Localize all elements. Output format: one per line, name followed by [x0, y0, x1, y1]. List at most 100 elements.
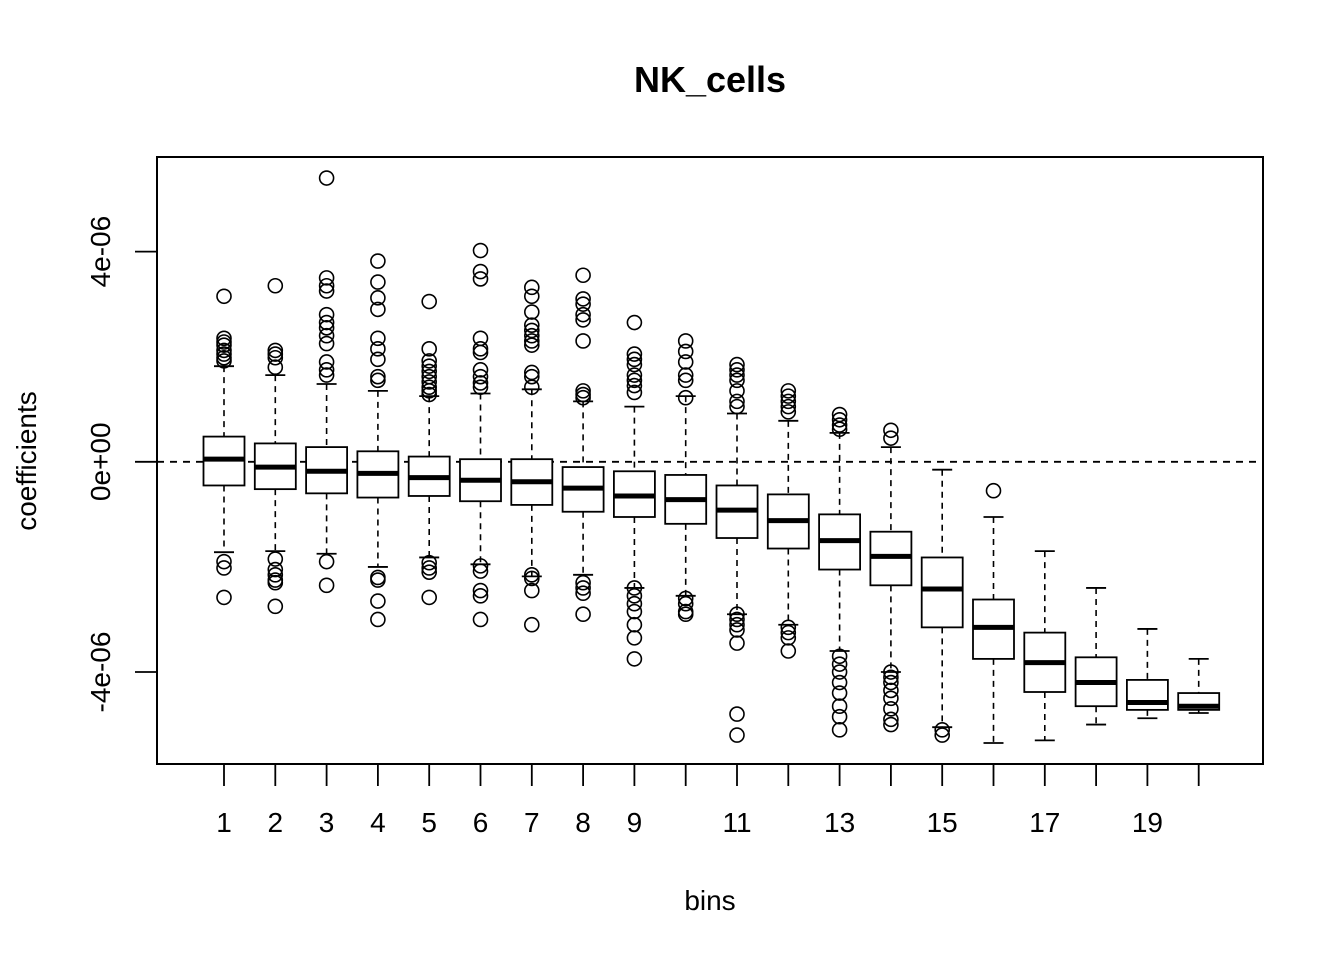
box-group [664, 333, 708, 623]
outlier-point [626, 603, 643, 620]
box-group [561, 267, 605, 623]
outlier-point [318, 354, 335, 370]
outlier-point [523, 288, 540, 305]
boxes-layer [202, 170, 1221, 744]
outlier-point [626, 372, 643, 389]
outlier-point [883, 716, 899, 733]
outlier-point [575, 389, 591, 406]
outlier-point [421, 293, 438, 310]
outlier-point [216, 589, 232, 606]
outlier-point [729, 393, 745, 410]
x-axis: 1 2 3 4 5 6 7 8 9 11 13 15 17 19 [216, 764, 1200, 838]
outlier-point [472, 563, 489, 579]
outlier-point [318, 277, 335, 294]
outlier-point [729, 362, 745, 378]
outlier-point [831, 722, 848, 738]
outlier-point [421, 386, 438, 403]
x-tick-label: 8 [575, 807, 591, 838]
box-group [1177, 657, 1221, 714]
outlier-point [472, 242, 489, 259]
outlier-point [729, 367, 745, 383]
outlier-point [421, 554, 438, 571]
outlier-point [575, 574, 591, 591]
outlier-point [729, 611, 745, 628]
outlier-point [831, 685, 848, 701]
outlier-point [267, 346, 284, 362]
box-group [202, 288, 246, 606]
outlier-point [318, 283, 335, 299]
box-group [715, 356, 759, 743]
outlier-point [626, 356, 643, 373]
outlier-point [267, 567, 284, 583]
outlier-point [216, 553, 232, 570]
outlier-point [523, 570, 540, 587]
outlier-point [883, 674, 899, 691]
outlier-point [421, 564, 438, 580]
outlier-point [472, 588, 489, 604]
x-tick-label: 1 [216, 807, 232, 838]
outlier-point [267, 574, 284, 591]
outlier-point [370, 611, 386, 628]
outlier-point [472, 362, 489, 378]
box-group [1126, 628, 1169, 720]
x-tick-label: 15 [927, 807, 958, 838]
outlier-point [216, 560, 232, 576]
outlier-point [472, 263, 489, 280]
outlier-point [370, 290, 386, 306]
outlier-point [472, 379, 489, 395]
outlier-point [523, 368, 540, 385]
box-group [253, 277, 297, 615]
outlier-point [267, 277, 284, 294]
box-group [356, 253, 400, 628]
box-group [869, 422, 913, 733]
outlier-point [472, 375, 489, 391]
outlier-point [370, 372, 386, 389]
outlier-point [883, 669, 899, 686]
outlier-point [267, 342, 284, 359]
outlier-point [780, 630, 797, 646]
outlier-point [831, 664, 848, 680]
x-tick-label: 17 [1029, 807, 1060, 838]
outlier-point [729, 622, 745, 638]
outlier-point [626, 588, 643, 604]
outlier-point [831, 411, 848, 428]
outlier-point [318, 320, 335, 336]
outlier-point [729, 606, 745, 623]
outlier-point [626, 384, 643, 401]
outlier-point [523, 337, 540, 353]
box-group [305, 170, 349, 594]
outlier-point [370, 330, 386, 347]
outlier-point [831, 648, 848, 665]
outlier-point [677, 606, 694, 623]
outlier-point [267, 551, 284, 567]
outlier-point [626, 616, 643, 633]
outlier-point [523, 567, 540, 583]
outlier-point [523, 616, 540, 633]
outlier-point [729, 635, 745, 651]
outlier-point [370, 274, 386, 290]
outlier-point [780, 398, 797, 415]
outlier-point [729, 383, 745, 399]
outlier-point [626, 314, 643, 331]
outlier-point [831, 674, 848, 691]
outlier-point [421, 589, 438, 606]
outlier-point [318, 367, 335, 383]
outlier-point [626, 630, 643, 646]
box-group [510, 279, 554, 633]
outlier-point [677, 333, 694, 349]
outlier-point [934, 722, 951, 738]
outlier-point [421, 363, 438, 380]
outlier-point [677, 590, 694, 607]
outlier-point [780, 388, 797, 404]
outlier-point [523, 304, 540, 320]
outlier-point [626, 346, 643, 362]
box-group [407, 293, 451, 606]
outlier-point [216, 288, 232, 305]
outlier-point [318, 270, 335, 286]
outlier-point [831, 421, 848, 438]
outlier-point [472, 368, 489, 385]
outlier-point [370, 572, 386, 588]
outlier-point [626, 377, 643, 394]
box-iqr [920, 556, 964, 629]
outlier-point [729, 706, 745, 722]
